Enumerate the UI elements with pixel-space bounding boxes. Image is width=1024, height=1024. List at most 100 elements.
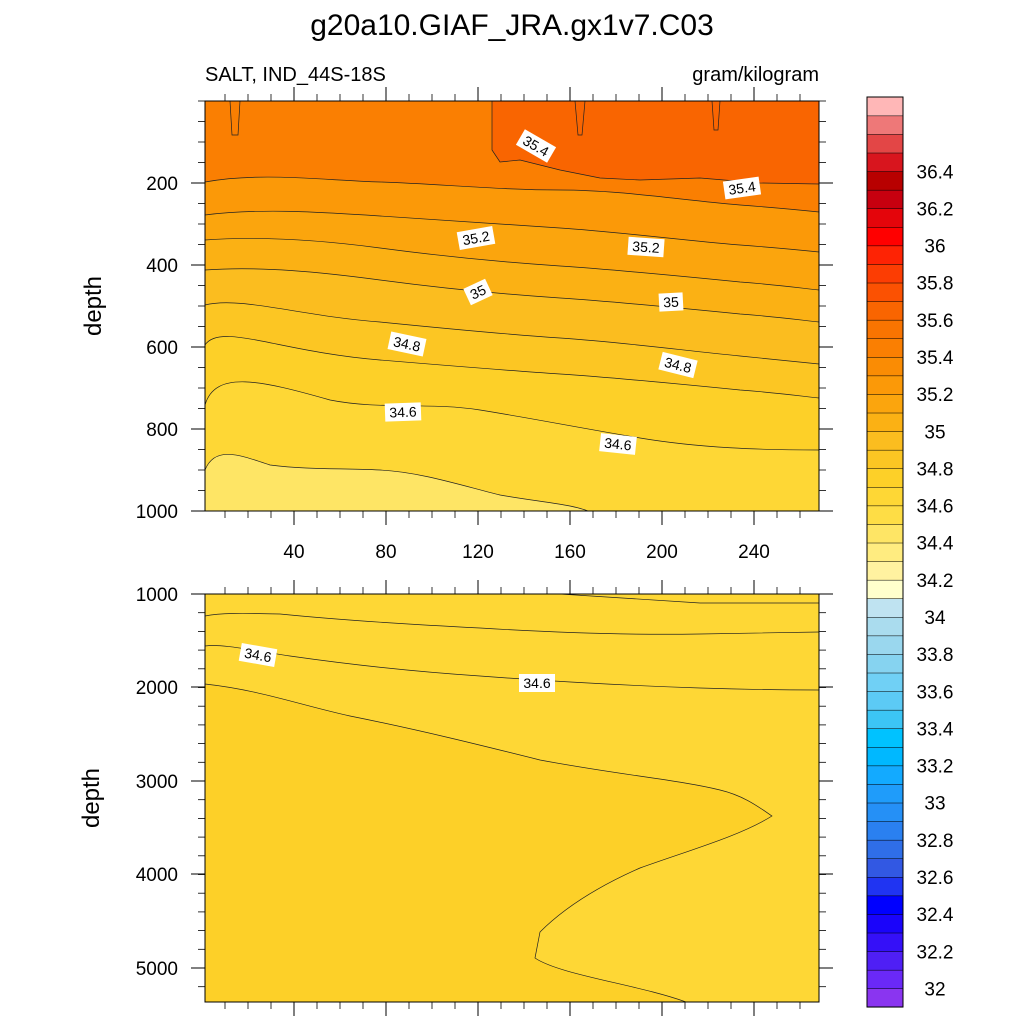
colorbar-tick-label: 35.6 — [917, 311, 954, 332]
x-tick-label: 160 — [554, 542, 586, 563]
colorbar-swatch — [866, 338, 904, 358]
colorbar-swatch — [866, 319, 904, 339]
colorbar-swatch — [866, 486, 904, 507]
contour-label: 34.8 — [392, 333, 422, 354]
colorbar-tick-label: 36.2 — [917, 199, 954, 220]
bottom-y-axis: 1000 2000 3000 4000 5000 depth — [78, 585, 833, 980]
y-tick-label: 5000 — [136, 959, 178, 980]
chart-title: g20a10.GIAF_JRA.gx1v7.C03 — [310, 9, 714, 42]
x-tick-label: 120 — [462, 542, 494, 563]
colorbar-tick-label: 34 — [924, 608, 946, 629]
colorbar-swatch — [866, 783, 904, 804]
colorbar-swatch — [866, 765, 904, 785]
colorbar-swatch — [866, 393, 904, 414]
colorbar-swatch — [866, 653, 904, 674]
contour-label: 35.2 — [461, 228, 491, 249]
colorbar-swatch — [866, 412, 904, 432]
contour-label: 35.2 — [632, 238, 661, 256]
colorbar-swatch — [866, 96, 904, 117]
colorbar-tick-label: 36.4 — [917, 162, 954, 183]
colorbar-tick-label: 34.6 — [917, 497, 954, 518]
top-contour-labels: 35.4 35.4 35.2 35.2 35 35 34.8 34.8 34.6… — [384, 129, 762, 455]
colorbar-swatch — [866, 449, 904, 469]
colorbar: 32 32.2 32.4 32.6 32.8 33 33.2 33.4 33.6 33.8 34 34… — [866, 96, 954, 1008]
colorbar-swatch — [866, 691, 904, 711]
fill-band-34-6 — [205, 454, 588, 511]
y-tick-label: 800 — [146, 420, 178, 441]
y-tick-label: 2000 — [136, 678, 178, 699]
colorbar-swatch — [866, 988, 904, 1008]
x-tick-label: 40 — [283, 542, 304, 563]
bottom-y-axis-label: depth — [78, 768, 105, 828]
colorbar-swatch — [866, 152, 904, 172]
y-tick-label: 600 — [146, 338, 178, 359]
colorbar-swatch — [866, 895, 904, 915]
top-x-axis: 40 80 120 160 200 240 — [283, 87, 770, 563]
colorbar-swatch — [866, 802, 904, 822]
colorbar-swatch — [866, 208, 904, 228]
y-tick-label: 1000 — [136, 502, 178, 523]
contour-label: 35 — [468, 281, 489, 302]
y-tick-label: 3000 — [136, 772, 178, 793]
colorbar-swatch — [866, 133, 904, 154]
colorbar-swatch — [866, 171, 904, 191]
y-tick-label: 200 — [146, 174, 178, 195]
colorbar-tick-label: 32.6 — [917, 868, 954, 889]
top-contour-lines — [205, 101, 819, 511]
colorbar-swatch — [866, 951, 904, 971]
top-panel: 35.4 35.4 35.2 35.2 35 35 34.8 34.8 34.6… — [80, 87, 833, 563]
colorbar-tick-label: 32.2 — [917, 942, 954, 963]
contour-label: 34.8 — [663, 354, 694, 376]
y-tick-label: 400 — [146, 256, 178, 277]
colorbar-swatch — [866, 876, 904, 897]
colorbar-swatch — [866, 115, 904, 135]
units-label: gram/kilogram — [692, 64, 819, 86]
colorbar-swatch — [866, 821, 904, 841]
colorbar-tick-label: 34.2 — [917, 571, 954, 592]
minor-ticks — [198, 94, 826, 1009]
fill-band-35-4 — [492, 101, 819, 184]
colorbar-swatch — [866, 858, 904, 878]
x-tick-label: 240 — [738, 542, 770, 563]
colorbar-tick-label: 32.8 — [917, 831, 954, 852]
y-tick-label: 4000 — [136, 865, 178, 886]
colorbar-swatch — [866, 542, 904, 562]
colorbar-tick-label: 35.4 — [917, 348, 954, 369]
contour-label: 34.6 — [243, 645, 273, 666]
colorbar-tick-label: 34.8 — [917, 459, 954, 480]
colorbar-swatch — [866, 616, 904, 637]
colorbar-swatch — [866, 226, 904, 247]
colorbar-swatch — [866, 839, 904, 859]
colorbar-swatch — [866, 282, 904, 302]
contour-label: 34.6 — [523, 675, 550, 691]
colorbar-swatch — [866, 245, 904, 265]
colorbar-tick-label: 33.4 — [917, 719, 954, 740]
colorbar-swatch — [866, 709, 904, 729]
colorbar-swatch — [866, 263, 904, 284]
colorbar-tick-label: 33 — [924, 794, 945, 815]
fill-band-34-7-tongue — [205, 594, 819, 1002]
colorbar-tick-label: 33.8 — [917, 645, 954, 666]
colorbar-swatch — [866, 672, 904, 692]
colorbar-tick-label: 33.6 — [917, 682, 954, 703]
colorbar-swatch — [866, 523, 904, 544]
colorbar-swatch — [866, 356, 904, 377]
x-tick-label: 80 — [375, 542, 396, 563]
contour-label: 35.4 — [727, 178, 756, 198]
x-tick-label: 200 — [646, 542, 678, 563]
colorbar-swatch — [866, 746, 904, 767]
colorbar-swatch — [866, 375, 904, 395]
colorbar-swatch — [866, 189, 904, 209]
colorbar-tick-label: 32.4 — [917, 905, 954, 926]
top-contour-fill — [205, 101, 819, 511]
colorbar-swatch — [866, 301, 904, 321]
colorbar-swatch — [866, 431, 904, 451]
y-tick-label: 1000 — [136, 585, 178, 606]
colorbar-tick-label: 35.2 — [917, 385, 954, 406]
colorbar-swatch — [866, 579, 904, 599]
top-y-axis: 200 400 600 800 1000 depth — [80, 174, 833, 523]
colorbar-tick-label: 34.4 — [917, 534, 954, 555]
colorbar-tick-label: 32 — [924, 979, 945, 1000]
colorbar-swatch — [866, 913, 904, 934]
